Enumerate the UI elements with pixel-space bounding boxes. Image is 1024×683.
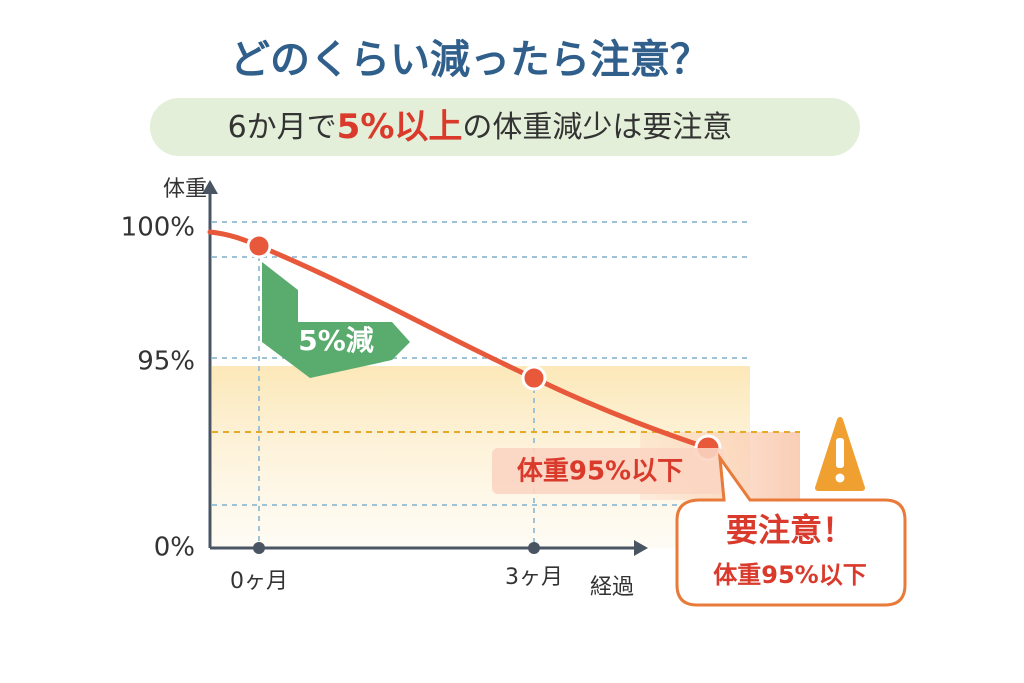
subtitle: 6か月で5%以上の体重減少は要注意 — [228, 107, 733, 147]
callout — [675, 452, 907, 607]
y-arrow — [202, 180, 218, 194]
x-arrow — [634, 540, 648, 556]
subtitle-suffix: の体重減少は要注意 — [462, 110, 732, 145]
subtitle-prefix: 6か月で — [228, 110, 337, 145]
zone-label: 体重95%以下 — [517, 457, 683, 487]
zone-label-bg — [492, 448, 724, 494]
point — [521, 365, 547, 391]
warning-dot — [835, 473, 845, 483]
subtitle-highlight: 5%以上 — [337, 107, 463, 147]
y-tick-label: 100% — [121, 213, 195, 243]
drop-arrow — [262, 262, 410, 378]
drop-label: 5%減 — [298, 324, 374, 357]
x-tick — [253, 542, 265, 554]
callout-title: 要注意！ — [726, 511, 854, 549]
x-tick-label: 3ヶ月 — [505, 565, 563, 590]
x-tick-label: 0ヶ月 — [230, 569, 288, 594]
x-axis-label: 経過 — [590, 575, 634, 600]
warning-mark — [836, 438, 844, 468]
subtitle-bg — [150, 98, 860, 156]
point — [246, 233, 272, 259]
y-tick-label: 95% — [137, 347, 195, 377]
y-tick-label: 0% — [154, 533, 195, 563]
callout-text: 体重95%以下 — [713, 561, 866, 589]
title: どのくらい減ったら注意？ — [230, 37, 710, 83]
x-tick — [528, 542, 540, 554]
y-axis-label: 体重 — [163, 177, 207, 202]
